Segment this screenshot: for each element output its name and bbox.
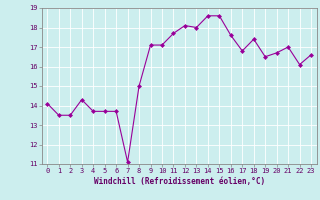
X-axis label: Windchill (Refroidissement éolien,°C): Windchill (Refroidissement éolien,°C) bbox=[94, 177, 265, 186]
